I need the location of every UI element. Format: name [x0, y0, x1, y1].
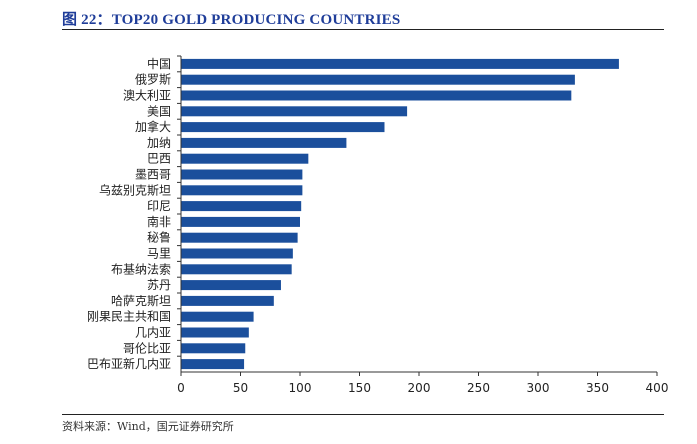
category-label-3: 美国: [147, 104, 171, 118]
category-label-16: 刚果民主共和国: [87, 310, 171, 324]
category-label-15: 哈萨克斯坦: [111, 294, 171, 308]
bar-19: [181, 359, 245, 370]
category-label-9: 印尼: [147, 199, 171, 213]
bar-13: [181, 264, 292, 275]
category-label-7: 墨西哥: [135, 168, 171, 182]
category-label-6: 巴西: [147, 152, 171, 166]
x-tick-label-3: 150: [348, 381, 371, 395]
category-label-19: 巴布亚新几内亚: [87, 356, 171, 371]
bar-3: [181, 106, 408, 117]
x-tick-label-8: 400: [646, 381, 669, 395]
bar-7: [181, 169, 303, 180]
x-tick-label-7: 350: [586, 381, 609, 395]
x-axis-group: 0 50 100 150 200 250 300 350 400: [177, 371, 669, 395]
category-label-4: 加拿大: [135, 119, 171, 134]
bar-18: [181, 343, 246, 354]
bar-16: [181, 311, 254, 322]
category-label-10: 南非: [147, 214, 171, 229]
category-label-14: 苏丹: [147, 278, 171, 292]
category-label-18: 哥伦比亚: [123, 340, 171, 355]
bars-group: [181, 58, 619, 370]
bar-14: [181, 280, 281, 291]
bar-10: [181, 216, 300, 227]
category-label-12: 马里: [147, 247, 171, 261]
bar-5: [181, 137, 347, 148]
x-tick-label-0: 0: [177, 381, 185, 395]
x-tick-label-2: 100: [289, 381, 312, 395]
bar-12: [181, 248, 293, 259]
bar-15: [181, 295, 274, 306]
category-label-17: 几内亚: [135, 326, 171, 340]
bar-8: [181, 185, 303, 196]
bar-4: [181, 122, 385, 133]
x-tick-label-1: 50: [233, 381, 248, 395]
category-label-8: 乌兹别克斯坦: [99, 182, 171, 197]
x-tick-label-5: 250: [467, 381, 490, 395]
category-label-0: 中国: [147, 56, 171, 71]
category-label-11: 秘鲁: [147, 231, 171, 245]
footer-rule: [62, 414, 664, 415]
bar-6: [181, 153, 309, 164]
category-label-13: 布基纳法索: [111, 262, 171, 276]
bar-11: [181, 232, 298, 243]
bar-2: [181, 90, 572, 101]
category-labels-group: 中国俄罗斯澳大利亚美国加拿大加纳巴西墨西哥乌兹别克斯坦印尼南非秘鲁马里布基纳法索…: [87, 55, 181, 371]
x-tick-label-6: 300: [527, 381, 550, 395]
bar-0: [181, 58, 619, 69]
category-label-2: 澳大利亚: [123, 89, 171, 103]
title-underline: [62, 29, 664, 30]
category-label-1: 俄罗斯: [135, 73, 171, 87]
figure-title: 图 22：TOP20 GOLD PRODUCING COUNTRIES: [62, 12, 401, 28]
x-tick-label-4: 200: [408, 381, 431, 395]
bar-17: [181, 327, 249, 338]
bar-9: [181, 201, 302, 212]
source-note: 资料来源：Wind，国元证券研究所: [62, 420, 234, 433]
bar-1: [181, 74, 575, 85]
category-label-5: 加纳: [147, 136, 171, 150]
